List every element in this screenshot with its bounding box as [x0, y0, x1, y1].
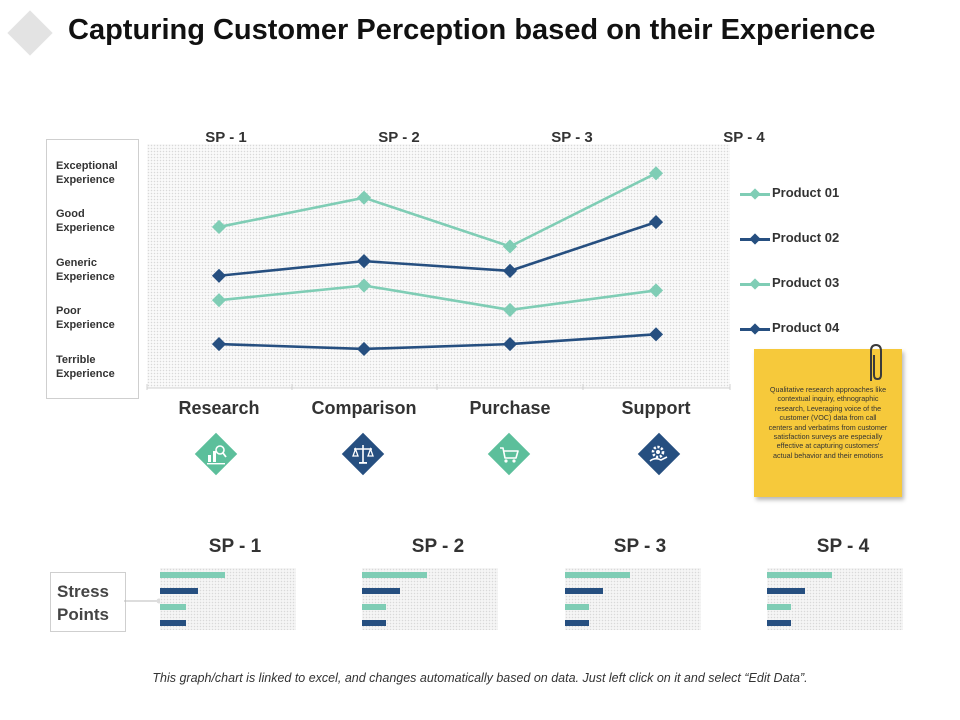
scale-label-exceptional: Exceptional Experience	[56, 160, 118, 186]
stage-research: Research	[178, 398, 260, 418]
stress-panel-1	[160, 568, 296, 630]
cart-icon	[487, 432, 531, 476]
stage-purchase: Purchase	[469, 398, 551, 418]
stress-panel-4	[767, 568, 903, 630]
stress-points-label: Stress Points	[57, 582, 109, 624]
sp-bottom-label-2: SP - 2	[411, 536, 465, 557]
stage-comparison: Comparison	[311, 398, 417, 418]
sp-bottom-label-1: SP - 1	[208, 536, 262, 557]
scale-label-terrible: Terrible Experience	[56, 354, 115, 380]
data-point-product-02-2[interactable]	[356, 254, 372, 269]
stress-bar-sp3-product-04[interactable]	[565, 620, 590, 626]
sp-top-label-4: SP - 4	[723, 129, 765, 146]
experience-scale: Exceptional Experience Good Experience G…	[46, 139, 139, 399]
stress-bar-sp2-product-03[interactable]	[362, 604, 387, 610]
stress-bar-sp4-product-02[interactable]	[767, 588, 806, 594]
stress-bar-sp1-product-04[interactable]	[160, 620, 186, 626]
data-point-product-01-3[interactable]	[502, 239, 518, 254]
stress-bar-sp2-product-04[interactable]	[362, 620, 387, 626]
series-line-product-01[interactable]	[218, 172, 657, 248]
stress-panel-3	[565, 568, 701, 630]
sticky-note: Qualitative research approaches like con…	[754, 349, 902, 497]
page-title: Capturing Customer Perception based on t…	[68, 14, 876, 46]
stress-bar-sp1-product-02[interactable]	[160, 588, 199, 594]
sp-top-label-1: SP - 1	[205, 129, 247, 146]
stress-bar-sp4-product-03[interactable]	[767, 604, 792, 610]
scale-label-poor: Poor Experience	[56, 305, 115, 331]
data-point-product-04-2[interactable]	[356, 341, 372, 357]
series-line-product-02[interactable]	[218, 220, 657, 278]
stress-panel-2	[362, 568, 498, 630]
analytics-icon	[194, 432, 238, 476]
data-point-product-04-1[interactable]	[211, 337, 227, 352]
data-point-product-04-3[interactable]	[502, 337, 518, 352]
legend-label: Product 03	[772, 275, 840, 290]
data-point-product-01-4[interactable]	[648, 166, 664, 181]
legend-label: Product 02	[772, 230, 840, 245]
stress-bar-sp1-product-03[interactable]	[160, 604, 186, 610]
scale-label-generic: Generic Experience	[56, 257, 115, 283]
gear-support-icon	[637, 432, 681, 476]
stress-points-box: Stress Points	[50, 572, 126, 632]
data-point-product-03-2[interactable]	[356, 278, 372, 293]
data-point-product-03-1[interactable]	[211, 293, 227, 308]
stress-bar-sp1-product-01[interactable]	[160, 572, 226, 578]
sp-bottom-label-3: SP - 3	[613, 536, 667, 557]
data-point-product-03-3[interactable]	[502, 302, 518, 317]
data-point-product-02-3[interactable]	[502, 263, 518, 278]
stress-connector	[124, 598, 162, 604]
stress-bar-sp3-product-03[interactable]	[565, 604, 590, 610]
balance-scale-icon	[341, 432, 385, 476]
data-point-product-01-2[interactable]	[356, 190, 372, 205]
stress-bar-sp2-product-02[interactable]	[362, 588, 401, 594]
legend-label: Product 01	[772, 185, 840, 200]
note-text: Qualitative research approaches like con…	[768, 385, 888, 460]
sp-top-label-2: SP - 2	[378, 129, 420, 146]
data-point-product-03-4[interactable]	[648, 283, 664, 298]
paperclip-icon	[870, 343, 882, 381]
series-line-product-03[interactable]	[218, 284, 657, 312]
stress-bar-sp3-product-01[interactable]	[565, 572, 631, 578]
sp-top-label-3: SP - 3	[551, 129, 593, 146]
series-line-product-04[interactable]	[218, 333, 657, 351]
stage-support: Support	[621, 398, 691, 418]
sp-bottom-label-4: SP - 4	[816, 536, 870, 557]
data-point-product-01-1[interactable]	[211, 219, 227, 235]
stress-bar-sp3-product-02[interactable]	[565, 588, 604, 594]
scale-label-good: Good Experience	[56, 208, 115, 234]
data-point-product-04-4[interactable]	[648, 327, 664, 342]
legend-label: Product 04	[772, 320, 840, 335]
stress-bar-sp4-product-01[interactable]	[767, 572, 833, 578]
footer-note: This graph/chart is linked to excel, and…	[152, 671, 808, 685]
data-point-product-02-4[interactable]	[648, 215, 664, 230]
data-point-product-02-1[interactable]	[211, 268, 227, 283]
stress-bar-sp2-product-01[interactable]	[362, 572, 428, 578]
stress-bar-sp4-product-04[interactable]	[767, 620, 792, 626]
